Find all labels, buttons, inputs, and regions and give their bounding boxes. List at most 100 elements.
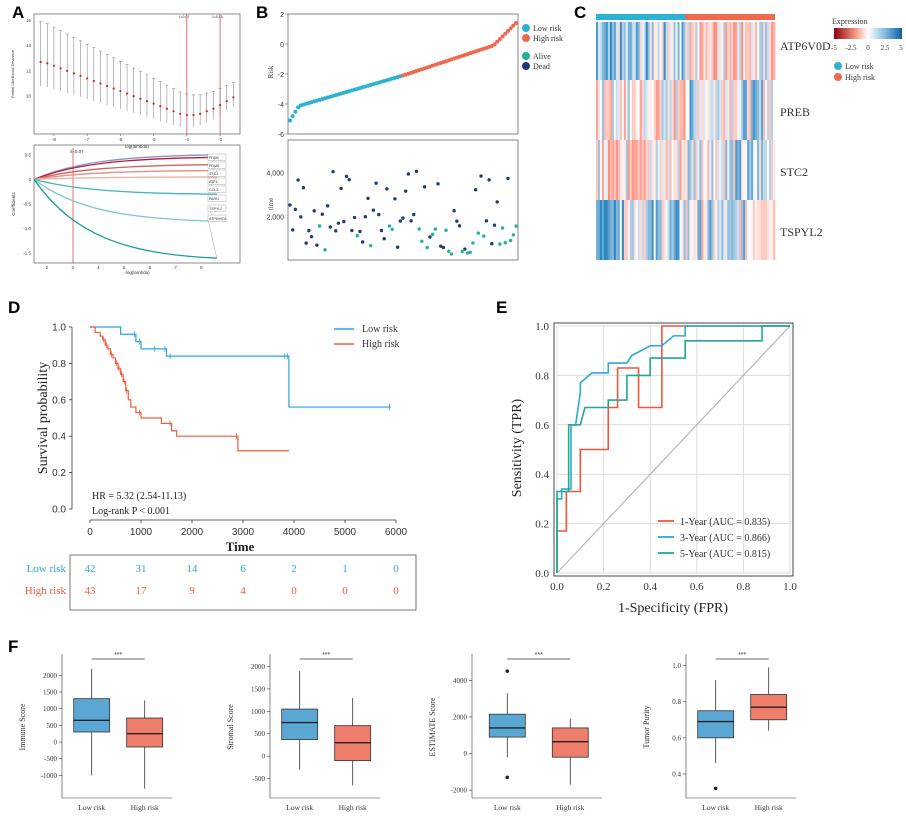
c-heat-cell: [601, 80, 605, 140]
c-heat-cell: [717, 140, 720, 200]
c-heat-cell: [733, 22, 736, 80]
d-risk-cell: 0: [291, 585, 297, 597]
a-top-xtick-label: -3: [218, 137, 222, 142]
c-heat-cell: [737, 200, 740, 260]
f-ylabel: Tumor Purity: [642, 705, 651, 748]
c-heat-cell: [751, 140, 754, 200]
c-heat-cell: [643, 80, 647, 140]
a-bottom-xtick-label: 6: [149, 265, 152, 270]
c-heat-cell: [757, 140, 760, 200]
f-category-label: Low risk: [78, 803, 105, 812]
d-hr: HR = 5.32 (2.54-11.13): [92, 491, 186, 502]
c-heat-cell: [705, 200, 708, 260]
c-heat-cell: [745, 80, 748, 140]
a-bottom-gene-box: [207, 161, 227, 169]
a-bottom-xtick-label: 2: [46, 265, 49, 270]
b-time-point: [320, 212, 324, 216]
f-ytick-label: 0: [464, 750, 468, 758]
c-heat-cell: [675, 80, 678, 140]
c-heat-cell: [755, 22, 758, 80]
f-ytick-label: -500: [252, 775, 265, 783]
f-ytick-label: 0: [262, 753, 266, 761]
c-heat-cell: [687, 140, 690, 200]
f-ytick-label: 500: [255, 730, 266, 738]
c-heat-cell: [655, 22, 658, 80]
b-time-point: [325, 204, 330, 208]
f-ytick-label: 1000: [43, 705, 58, 713]
c-heat-cell: [705, 22, 708, 80]
b-time-point: [377, 212, 381, 217]
c-heat-cell: [683, 200, 686, 260]
c-heat-cell: [649, 80, 652, 140]
c-heat-cell: [627, 140, 631, 200]
d-risk-cell: 0: [393, 585, 399, 597]
c-heat-cell: [681, 80, 684, 140]
c-heat-cell: [747, 140, 750, 200]
c-heat-cell: [601, 200, 605, 260]
b-legend-high-dot: [522, 34, 530, 42]
c-heat-cell: [615, 140, 619, 200]
c-heat-cell: [625, 140, 629, 200]
c-heat-cell: [741, 140, 744, 200]
c-heat-cell: [707, 22, 710, 80]
c-heat-cell: [659, 80, 662, 140]
c-heat-cell: [645, 22, 649, 80]
a-bottom-frame: [33, 144, 241, 264]
a-bottom-coef-path: [33, 164, 217, 181]
b-time-point: [355, 233, 359, 238]
a-top-point: [199, 112, 202, 115]
e-ytick-label: 0.6: [535, 420, 549, 432]
f-box: [551, 727, 589, 758]
b-time-point: [382, 237, 386, 241]
c-heat-cell: [657, 200, 660, 260]
c-heat-cell: [765, 200, 768, 260]
b-time-point: [339, 186, 343, 191]
c-heat-cell: [611, 140, 615, 200]
c-heat-cell: [701, 200, 704, 260]
a-bottom-coef-path: [33, 176, 217, 181]
c-heat-cell: [725, 200, 728, 260]
b-legend-low-dot: [522, 24, 530, 32]
b-time-point: [401, 216, 405, 220]
a-top-ytick-label: 10: [26, 94, 32, 99]
d-risk-cell: 1: [342, 563, 348, 575]
b-time-point: [360, 240, 365, 244]
d-risk-cell: 2: [291, 563, 297, 575]
f-outlier: [713, 786, 718, 791]
c-heat-cell: [665, 200, 668, 260]
c-heat-cell: [619, 80, 623, 140]
b-time-point: [503, 241, 507, 245]
c-heat-cell: [667, 22, 670, 80]
b-bottom-frame: [287, 139, 519, 261]
c-legend-title: Expression: [832, 17, 868, 26]
b-time-point: [508, 238, 513, 243]
c-heat-cell: [643, 140, 647, 200]
f-sig-label: ***: [114, 652, 122, 659]
c-heat-cell: [769, 22, 772, 80]
c-heat-cell: [599, 140, 603, 200]
c-heat-cell: [739, 140, 742, 200]
b-time-point: [479, 174, 483, 178]
c-heat-cell: [633, 22, 637, 80]
c-heat-cell: [713, 80, 716, 140]
c-heat-cell: [671, 80, 674, 140]
c-heat-cell: [701, 22, 704, 80]
c-heat-cell: [769, 140, 772, 200]
e-ylabel: Sensitivity (TPR): [510, 398, 525, 497]
b-time-point: [430, 232, 435, 237]
c-heat-cell: [621, 22, 625, 80]
c-heat-cell: [629, 200, 633, 260]
b-time-point: [342, 219, 346, 224]
a-bottom-ytick-label: 0.5: [25, 152, 32, 157]
c-heat-cell: [741, 22, 744, 80]
c-heat-cell: [596, 80, 599, 140]
c-heat-cell: [623, 80, 627, 140]
c-heat-cell: [705, 80, 708, 140]
c-legend-tick-2: -2.5: [845, 44, 857, 52]
c-heat-cell: [701, 80, 704, 140]
a-top-point: [72, 72, 75, 75]
b-time-point: [336, 221, 341, 225]
f-sig-label: ***: [535, 652, 543, 659]
d-risk-cell: 6: [240, 563, 246, 575]
b-top-ytick-label: -4: [278, 102, 284, 109]
